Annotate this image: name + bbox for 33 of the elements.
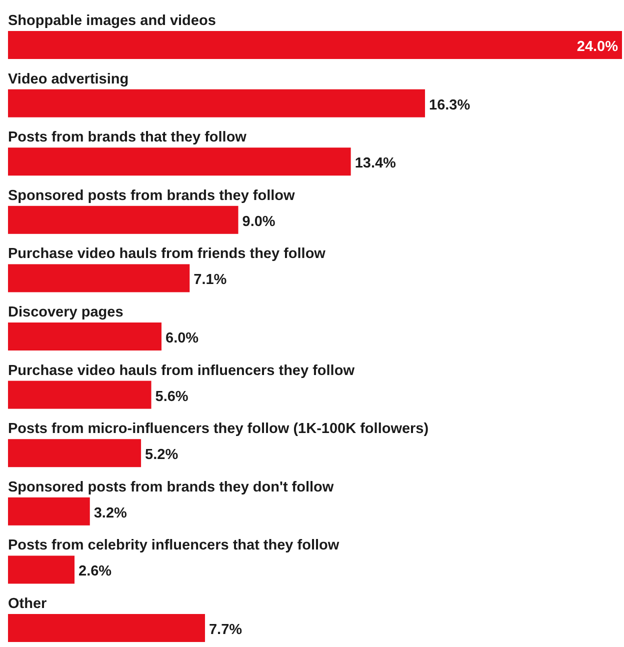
data-label: 9.0% [242,214,276,230]
y-tick-label: Purchase video hauls from influencers they follow [8,362,356,379]
y-tick-label: Purchase video hauls from friends they follow [8,246,326,262]
bar [8,206,238,234]
bar [8,614,205,642]
y-tick-label: Other [8,596,48,612]
data-label: 24.0% [576,39,618,55]
bar [8,31,622,59]
data-label: 7.7% [208,622,242,638]
bar [8,380,152,409]
data-label: 5.6% [155,388,188,405]
y-tick-label: Video advertising [8,71,129,88]
bar [8,439,142,468]
data-label: 7.1% [194,272,227,288]
data-label: 16.3% [429,97,470,114]
bar [8,89,426,118]
data-label: 13.4% [354,156,396,172]
y-tick-label: Sponsored posts from brands they don't follow [8,479,334,496]
y-tick-label: Posts from celebrity influencers that they follow [8,538,340,554]
data-label: 2.6% [78,564,112,580]
y-tick-label: Sponsored posts from brands they follow [8,188,296,204]
bar [8,264,190,292]
data-label: 6.0% [166,330,199,346]
y-tick-label: Shoppable images and videos [8,13,216,29]
data-label: 5.2% [145,447,178,464]
data-label: 3.2% [94,505,128,522]
bar [8,497,90,526]
bar [8,148,351,176]
y-tick-label: Posts from micro-influencers they follow (1K-100K followers) [8,421,429,438]
bar [8,322,162,350]
y-tick-label: Discovery pages [8,304,124,320]
bar [8,556,75,584]
y-tick-label: Posts from brands that they follow [8,130,248,146]
